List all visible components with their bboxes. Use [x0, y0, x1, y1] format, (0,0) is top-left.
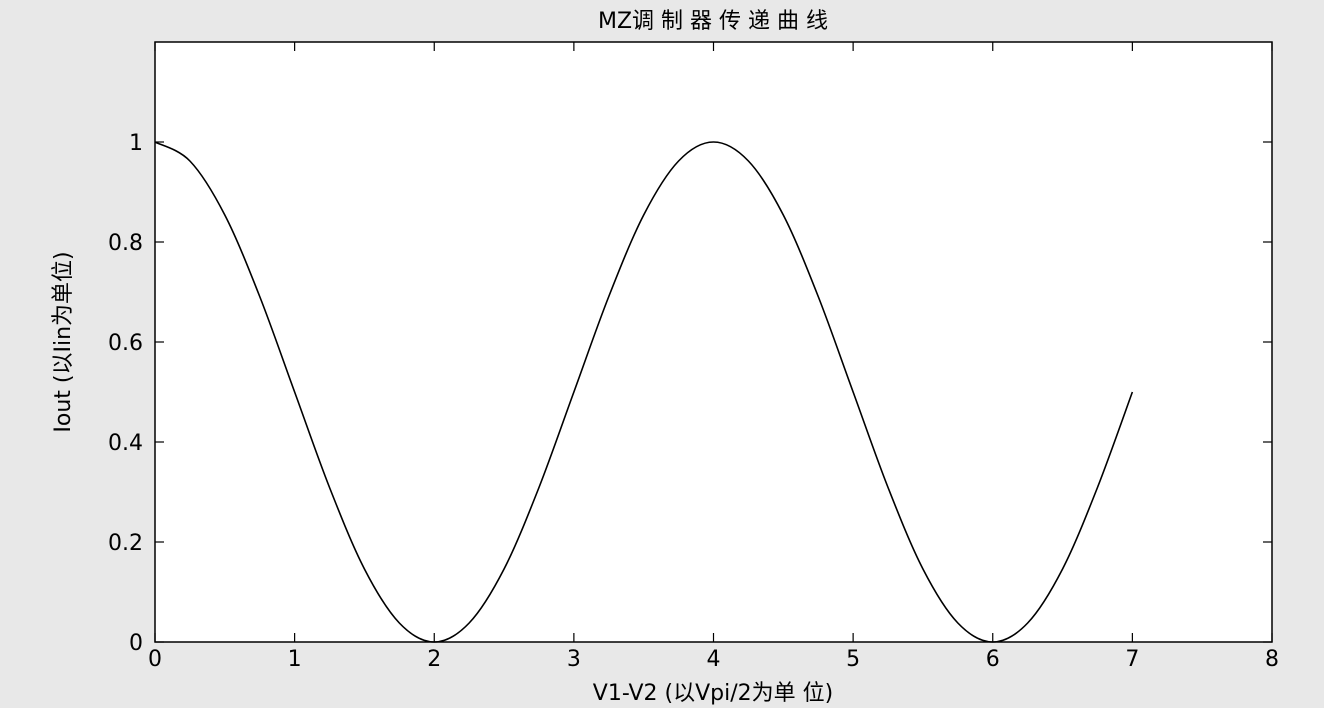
x-tick-label: 5: [846, 647, 860, 672]
y-axis: 0 0.2 0.4 0.6 0.8 1: [108, 131, 1272, 656]
y-tick-label: 0.2: [108, 531, 143, 556]
y-tick-label: 0: [129, 631, 143, 656]
y-tick-label: 1: [129, 131, 143, 156]
plot-area: [154, 41, 1273, 643]
x-tick-label: 0: [148, 647, 162, 672]
x-tick-label: 2: [427, 647, 441, 672]
chart-title: MZ调 制 器 传 递 曲 线: [598, 9, 828, 34]
x-tick-label: 6: [986, 647, 1000, 672]
y-tick-label: 0.6: [108, 331, 143, 356]
x-tick-label: 3: [567, 647, 581, 672]
x-tick-label: 1: [288, 647, 302, 672]
y-tick-label: 0.8: [108, 231, 143, 256]
y-axis-label: Iout (以Iin为单位): [51, 251, 76, 432]
x-tick-label: 8: [1265, 647, 1279, 672]
series-line: [154, 141, 1134, 643]
x-tick-label: 7: [1125, 647, 1139, 672]
x-axis-label: V1-V2 (以Vpi/2为单 位): [593, 681, 833, 706]
y-tick-label: 0.4: [108, 431, 143, 456]
x-tick-label: 4: [707, 647, 721, 672]
x-axis: 0 1 2 3 4 5 6 7 8: [148, 42, 1279, 672]
